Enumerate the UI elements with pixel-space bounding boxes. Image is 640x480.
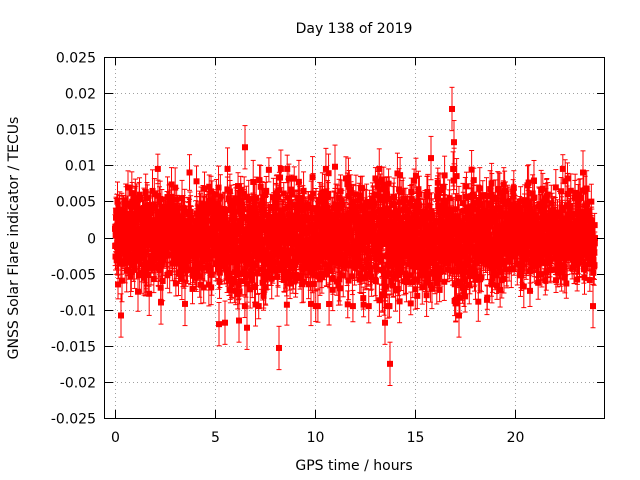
- data-marker: [172, 184, 179, 191]
- data-marker: [255, 303, 262, 310]
- data-marker: [277, 165, 284, 172]
- data-marker: [141, 274, 148, 281]
- data-marker: [158, 204, 165, 211]
- data-marker: [145, 237, 152, 244]
- chart-title: Day 138 of 2019: [296, 21, 413, 37]
- data-marker: [224, 165, 231, 172]
- data-marker: [150, 276, 157, 283]
- data-marker: [131, 251, 138, 258]
- data-marker: [149, 187, 156, 194]
- data-marker: [126, 258, 133, 265]
- data-marker: [119, 277, 126, 284]
- data-marker: [154, 165, 161, 172]
- data-marker: [137, 206, 144, 213]
- data-marker: [127, 273, 134, 280]
- data-marker: [113, 207, 120, 214]
- data-marker: [141, 242, 148, 249]
- data-marker: [157, 252, 164, 259]
- data-marker: [120, 207, 127, 214]
- data-marker: [193, 178, 200, 185]
- data-marker: [155, 192, 162, 199]
- data-marker: [132, 195, 139, 202]
- data-marker: [123, 201, 130, 208]
- data-marker: [142, 189, 149, 196]
- data-marker: [145, 272, 152, 279]
- data-marker: [125, 184, 132, 191]
- data-marker: [156, 267, 163, 274]
- data-marker: [164, 234, 171, 241]
- data-point: [146, 271, 153, 316]
- data-marker: [114, 198, 121, 205]
- data-marker: [119, 216, 126, 223]
- data-marker: [123, 267, 130, 274]
- data-marker: [146, 265, 153, 272]
- data-marker: [143, 260, 150, 267]
- data-marker: [138, 236, 145, 243]
- data-marker: [124, 249, 131, 256]
- data-marker: [142, 249, 149, 256]
- data-marker: [138, 269, 145, 276]
- data-marker: [115, 254, 122, 261]
- data-marker: [154, 213, 161, 220]
- data-marker: [165, 251, 172, 258]
- data-marker: [152, 217, 159, 224]
- data-marker: [135, 288, 142, 295]
- data-marker: [268, 275, 275, 282]
- data-marker: [127, 212, 134, 219]
- data-marker: [256, 177, 263, 184]
- data-marker: [157, 208, 164, 215]
- data-marker: [277, 174, 284, 181]
- data-marker: [146, 290, 153, 297]
- data-marker: [158, 262, 165, 269]
- data-point: [149, 169, 156, 213]
- data-marker: [208, 284, 215, 291]
- data-marker: [166, 269, 173, 276]
- data-marker: [131, 265, 138, 272]
- data-marker: [134, 247, 141, 254]
- data-points: [112, 86, 598, 387]
- data-marker: [151, 191, 158, 198]
- data-marker: [253, 195, 260, 202]
- data-marker: [263, 187, 270, 194]
- data-marker: [265, 166, 272, 173]
- data-marker: [186, 169, 193, 176]
- data-marker: [154, 246, 161, 253]
- data-point: [166, 252, 173, 294]
